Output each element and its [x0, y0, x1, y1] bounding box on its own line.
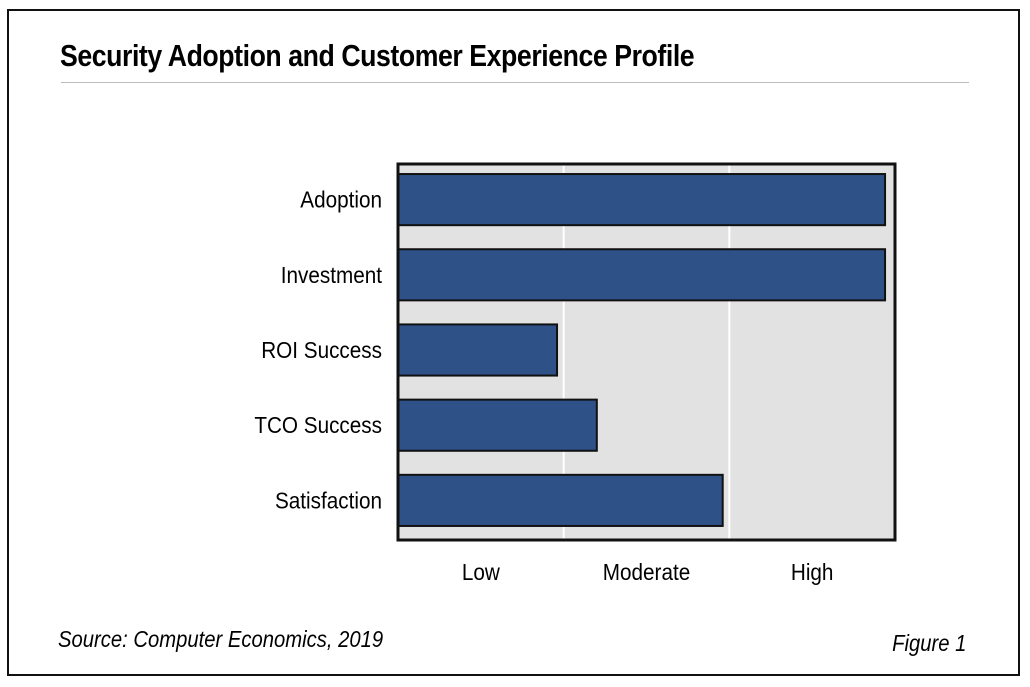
source-note: Source: Computer Economics, 2019	[58, 626, 384, 652]
plot-border	[396, 162, 897, 542]
bar-roi-success	[397, 323, 559, 377]
bar-satisfaction	[397, 473, 724, 527]
x-tick-label: Moderate	[603, 559, 690, 585]
title-rule	[61, 82, 969, 83]
category-label: Adoption	[300, 187, 382, 213]
category-label: Investment	[281, 262, 382, 288]
chart-title: Security Adoption and Customer Experienc…	[60, 38, 695, 73]
x-tick-label: Low	[462, 559, 500, 585]
x-tick-label: High	[791, 559, 834, 585]
bar-investment	[397, 248, 887, 302]
category-label: TCO Success	[254, 412, 382, 438]
bar-adoption	[397, 173, 887, 227]
bar-tco-success	[397, 398, 598, 452]
category-label: Satisfaction	[275, 487, 382, 513]
category-label: ROI Success	[261, 337, 382, 363]
figure-number: Figure 1	[891, 630, 966, 656]
